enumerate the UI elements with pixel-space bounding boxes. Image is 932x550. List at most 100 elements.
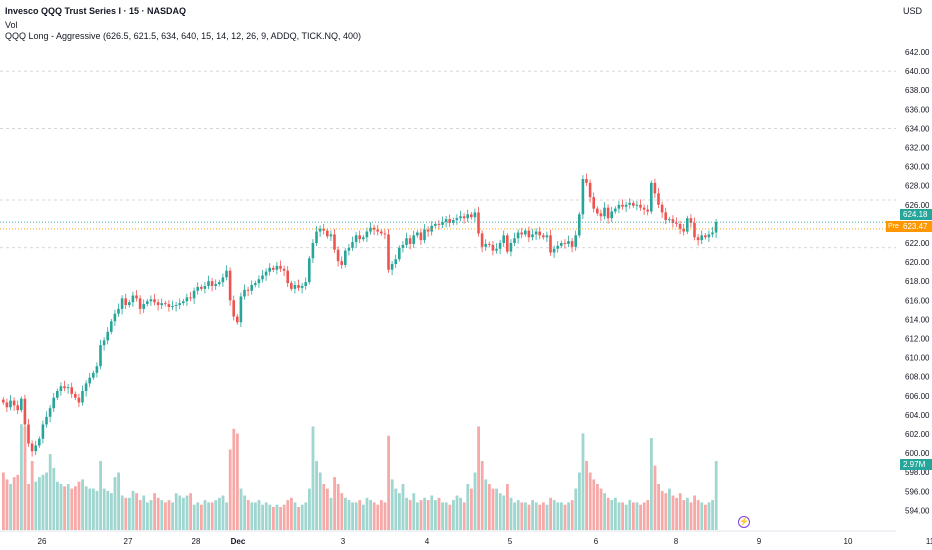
candle-body	[171, 306, 174, 307]
volume-bar	[387, 435, 390, 530]
candle-body	[567, 241, 570, 244]
volume-bar	[498, 493, 502, 530]
volume-bar	[286, 500, 290, 530]
candle-body	[646, 209, 649, 212]
volume-bar	[369, 500, 372, 530]
price-axis-label: 610.00	[905, 354, 930, 363]
volume-bar	[297, 507, 300, 530]
volume-bar	[56, 481, 59, 530]
candle-body	[300, 285, 304, 288]
candle-body	[372, 227, 376, 230]
volume-bar	[279, 507, 282, 530]
candle-body	[574, 235, 577, 247]
volume-bar	[167, 500, 171, 530]
indicator-legend[interactable]: QQQ Long - Aggressive (626.5, 621.5, 634…	[5, 31, 362, 41]
symbol-title[interactable]: Invesco QQQ Trust Series I · 15 · NASDAQ	[5, 6, 187, 16]
candle-body	[408, 238, 412, 244]
candle-body	[570, 241, 574, 247]
candle-body	[588, 182, 592, 198]
volume-bar	[228, 449, 232, 530]
volume-bar	[261, 504, 264, 530]
candle-body	[376, 229, 379, 232]
volume-bar	[416, 502, 419, 530]
volume-bar	[531, 500, 534, 530]
lightning-bolt-icon[interactable]: ⚡	[738, 516, 750, 528]
volume-bar	[380, 500, 383, 530]
candle-body	[225, 270, 228, 278]
candle-body	[642, 207, 646, 210]
candle-body	[606, 207, 610, 219]
volume-bar	[693, 495, 696, 530]
price-axis-label: 620.00	[905, 258, 930, 267]
candle-body	[344, 250, 347, 265]
price-axis-label: 602.00	[905, 430, 930, 439]
price-axis-label: 608.00	[905, 373, 930, 382]
volume-bar	[203, 500, 207, 530]
candle-body	[693, 222, 696, 238]
volume-bar	[473, 472, 477, 530]
candle-body	[38, 438, 41, 446]
volume-bar	[704, 504, 707, 530]
candle-body	[315, 231, 318, 243]
volume-bar	[560, 502, 563, 530]
volume-bar	[45, 472, 48, 530]
volume-bar	[5, 479, 9, 530]
candle-body	[304, 282, 307, 286]
volume-bar	[509, 497, 513, 530]
volume-bar	[394, 488, 398, 530]
volume-bar	[340, 493, 344, 530]
candle-body	[88, 377, 91, 384]
candle-body	[387, 234, 390, 270]
candle-body	[596, 208, 599, 214]
candle-body	[326, 230, 329, 237]
candle-body	[347, 247, 351, 251]
volume-bar	[311, 426, 315, 530]
candle-body	[632, 202, 635, 206]
volume-bar	[596, 484, 599, 530]
volume-bar	[484, 479, 488, 530]
candle-body	[689, 218, 693, 223]
candle-body	[488, 243, 491, 245]
volume-bar	[524, 502, 527, 530]
candle-body	[390, 264, 394, 270]
volume-bar	[88, 488, 92, 530]
candle-body	[556, 245, 559, 249]
volume-bar	[257, 500, 261, 530]
volume-bar	[207, 502, 210, 530]
price-axis-label: 640.00	[905, 67, 930, 76]
candle-body	[131, 295, 135, 303]
volume-bar	[448, 504, 452, 530]
candle-body	[599, 213, 603, 217]
volume-bar	[192, 504, 196, 530]
candle-body	[142, 304, 145, 309]
volume-bar	[333, 477, 336, 530]
candle-body	[502, 235, 505, 243]
candle-body	[214, 284, 217, 286]
volume-bar	[99, 461, 102, 530]
pre-market-price-badge: 623.47	[900, 221, 932, 232]
candle-body	[664, 212, 667, 221]
candle-body	[603, 207, 606, 217]
candle-body	[538, 231, 541, 236]
candle-body	[138, 298, 142, 309]
candle-body	[441, 221, 444, 225]
volume-legend[interactable]: Vol	[5, 20, 18, 30]
volume-bar	[614, 497, 617, 530]
volume-bar	[30, 461, 34, 530]
candle-body	[146, 301, 149, 305]
candle-body	[9, 400, 12, 408]
candle-body	[113, 313, 117, 322]
candle-body	[426, 229, 430, 232]
volume-bar	[682, 500, 686, 530]
currency-label[interactable]: USD	[902, 6, 922, 16]
candle-body	[48, 408, 52, 417]
candle-body	[653, 182, 657, 194]
volume-bar	[275, 504, 279, 530]
candle-body	[160, 303, 163, 306]
candle-body	[41, 424, 45, 439]
candle-body	[686, 218, 689, 232]
volume-bar	[149, 500, 153, 530]
candle-body	[200, 286, 203, 289]
candle-body	[581, 179, 585, 215]
